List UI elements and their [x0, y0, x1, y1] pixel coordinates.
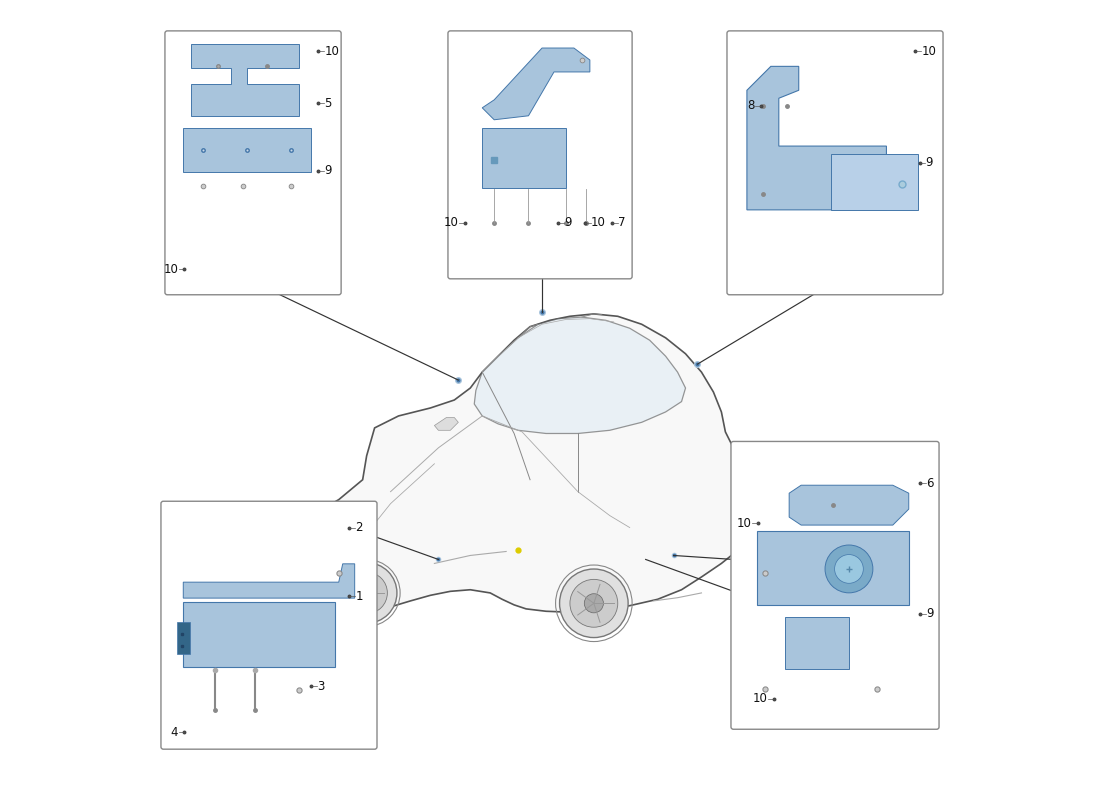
Polygon shape: [789, 486, 909, 525]
Text: 9: 9: [926, 156, 933, 170]
Text: 10: 10: [443, 217, 459, 230]
Polygon shape: [177, 622, 189, 654]
Polygon shape: [275, 314, 757, 619]
Text: 1: 1: [355, 590, 363, 602]
Polygon shape: [474, 317, 685, 434]
Text: 10: 10: [752, 692, 768, 705]
Text: 9: 9: [324, 164, 332, 177]
Text: 9: 9: [926, 607, 934, 620]
Circle shape: [560, 569, 628, 638]
Polygon shape: [482, 128, 565, 187]
Text: 10: 10: [591, 217, 606, 230]
Polygon shape: [184, 128, 311, 172]
Polygon shape: [434, 418, 459, 430]
Text: 10: 10: [164, 262, 178, 275]
FancyBboxPatch shape: [732, 442, 939, 730]
Polygon shape: [184, 602, 334, 667]
FancyBboxPatch shape: [727, 31, 943, 294]
Text: 10: 10: [922, 45, 936, 58]
Circle shape: [359, 585, 375, 601]
Polygon shape: [184, 564, 354, 598]
Text: 2: 2: [355, 522, 363, 534]
Polygon shape: [757, 530, 909, 605]
FancyBboxPatch shape: [161, 502, 377, 749]
Text: 9: 9: [564, 217, 572, 230]
FancyBboxPatch shape: [165, 31, 341, 294]
Text: 7: 7: [618, 217, 626, 230]
Text: 10: 10: [737, 517, 751, 530]
Circle shape: [835, 554, 864, 583]
Circle shape: [570, 579, 618, 627]
Text: 8: 8: [748, 99, 755, 112]
Circle shape: [345, 572, 387, 614]
Text: la passione del dettaglio: la passione del dettaglio: [478, 469, 685, 578]
Polygon shape: [482, 48, 590, 120]
Polygon shape: [830, 154, 918, 210]
Circle shape: [825, 545, 873, 593]
Polygon shape: [747, 66, 887, 210]
Text: 3: 3: [318, 679, 324, 693]
FancyBboxPatch shape: [448, 31, 632, 279]
Polygon shape: [785, 617, 849, 669]
Circle shape: [337, 562, 397, 623]
Text: 10: 10: [324, 45, 339, 58]
Polygon shape: [191, 45, 299, 116]
Circle shape: [584, 594, 604, 613]
Text: 4: 4: [170, 726, 178, 738]
Text: 6: 6: [926, 477, 934, 490]
Text: eurocarer: eurocarer: [476, 426, 656, 534]
Text: 5: 5: [324, 97, 332, 110]
